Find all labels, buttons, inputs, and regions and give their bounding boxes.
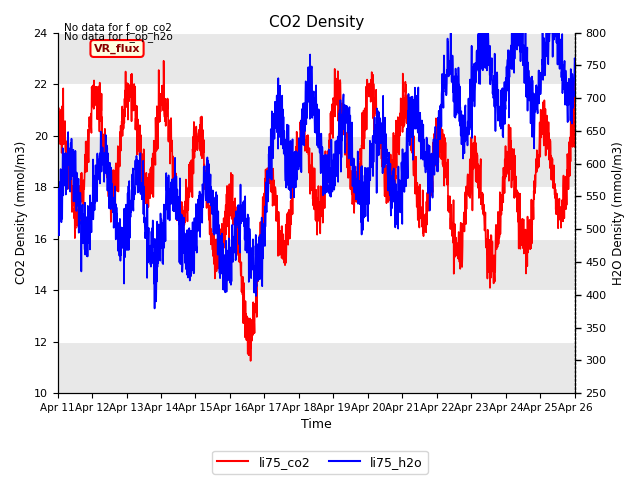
li75_co2 — [571, 78, 579, 84]
li75_h2o — [556, 51, 564, 57]
Text: No data for f_op_co2: No data for f_op_co2 — [64, 22, 172, 33]
li75_h2o — [305, 81, 313, 87]
li75_co2 — [306, 155, 314, 161]
Line: li75_h2o: li75_h2o — [58, 33, 575, 309]
li75_h2o — [557, 36, 564, 42]
Bar — [58, 342, 575, 393]
li75_co2 — [557, 214, 564, 220]
Line: li75_co2: li75_co2 — [58, 61, 575, 361]
li75_co2 — [461, 189, 469, 195]
li75_h2o — [571, 59, 579, 64]
li75_h2o — [151, 306, 159, 312]
li75_h2o — [54, 227, 61, 233]
li75_h2o — [447, 30, 454, 36]
Y-axis label: H2O Density (mmol/m3): H2O Density (mmol/m3) — [612, 141, 625, 285]
Legend: li75_co2, li75_h2o: li75_co2, li75_h2o — [212, 451, 428, 474]
li75_co2 — [160, 58, 168, 64]
li75_h2o — [292, 184, 300, 190]
li75_co2 — [80, 177, 88, 183]
Title: CO2 Density: CO2 Density — [269, 15, 364, 30]
Bar — [58, 135, 575, 187]
li75_co2 — [54, 138, 61, 144]
Text: VR_flux: VR_flux — [94, 43, 140, 54]
Y-axis label: CO2 Density (mmol/m3): CO2 Density (mmol/m3) — [15, 141, 28, 285]
li75_co2 — [247, 358, 255, 364]
Bar — [58, 33, 575, 84]
Bar — [58, 239, 575, 290]
li75_h2o — [461, 102, 469, 108]
li75_co2 — [556, 204, 564, 210]
X-axis label: Time: Time — [301, 419, 332, 432]
li75_h2o — [80, 214, 88, 220]
li75_co2 — [292, 170, 300, 176]
Text: No data for f_op_h2o: No data for f_op_h2o — [64, 31, 173, 42]
